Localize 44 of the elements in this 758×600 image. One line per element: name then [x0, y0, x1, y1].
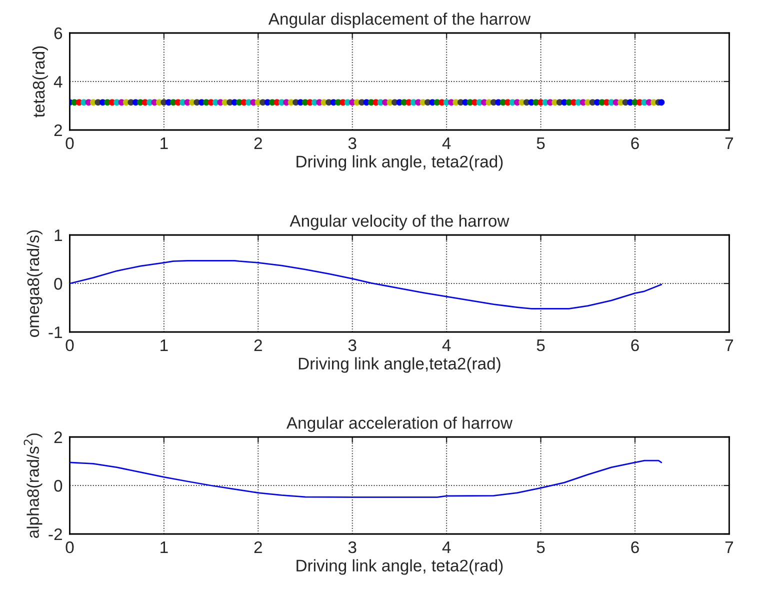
x-axis-title: Driving link angle, teta2(rad)	[296, 155, 503, 171]
x-tick-label: 3	[348, 541, 356, 554]
y-tick-label: 1	[54, 230, 62, 242]
x-tick-label: 1	[160, 340, 168, 352]
x-tick-label: 7	[725, 138, 733, 150]
y-tick-label: -1	[48, 326, 62, 338]
y-tick-label: 2	[54, 124, 62, 136]
x-tick-label: 6	[631, 541, 639, 554]
x-tick-label: 0	[66, 339, 74, 352]
y-axis-title: omega8(rad/s)	[26, 230, 42, 337]
x-tick-label: 2	[254, 339, 262, 352]
x-tick-label: 3	[348, 137, 356, 150]
x-tick-label: 2	[254, 137, 262, 150]
y-tick-label: -2	[48, 528, 62, 540]
y-tick-label: 0	[54, 480, 62, 492]
chart-title: Angular velocity of the harrow	[290, 214, 510, 230]
x-tick-label: 5	[536, 340, 545, 352]
line-series	[70, 260, 662, 310]
y-tick-label: 2	[54, 431, 62, 444]
x-tick-label: 4	[442, 138, 451, 150]
y-tick-label: 0	[54, 278, 62, 290]
x-tick-label: 0	[66, 137, 74, 150]
x-tick-label: 1	[160, 138, 168, 150]
x-axis-title: Driving link angle,teta2(rad)	[298, 357, 500, 373]
chart-title: Angular acceleration of harrow	[286, 416, 513, 432]
x-tick-label: 5	[536, 138, 545, 150]
line-series	[70, 460, 662, 498]
x-tick-label: 7	[725, 340, 733, 352]
x-tick-label: 1	[160, 542, 168, 554]
x-tick-label: 6	[631, 137, 639, 150]
y-axis-title: alpha8(rad/s$^{2}$)	[24, 433, 42, 538]
x-axis-title: Driving link angle, teta2(rad)	[296, 559, 503, 575]
x-tick-label: 7	[725, 542, 733, 554]
x-tick-label: 0	[66, 541, 74, 554]
x-tick-label: 6	[631, 339, 639, 352]
x-tick-label: 5	[536, 542, 545, 554]
x-tick-label: 4	[442, 542, 451, 554]
y-tick-label: 4	[54, 76, 62, 88]
x-tick-label: 4	[442, 340, 451, 352]
y-axis-title: teta8(rad)	[32, 46, 48, 118]
chart-title: Angular displacement of the harrow	[268, 12, 531, 28]
x-tick-label: 2	[254, 541, 262, 554]
y-tick-label: 6	[54, 27, 62, 40]
x-tick-label: 3	[348, 339, 356, 352]
